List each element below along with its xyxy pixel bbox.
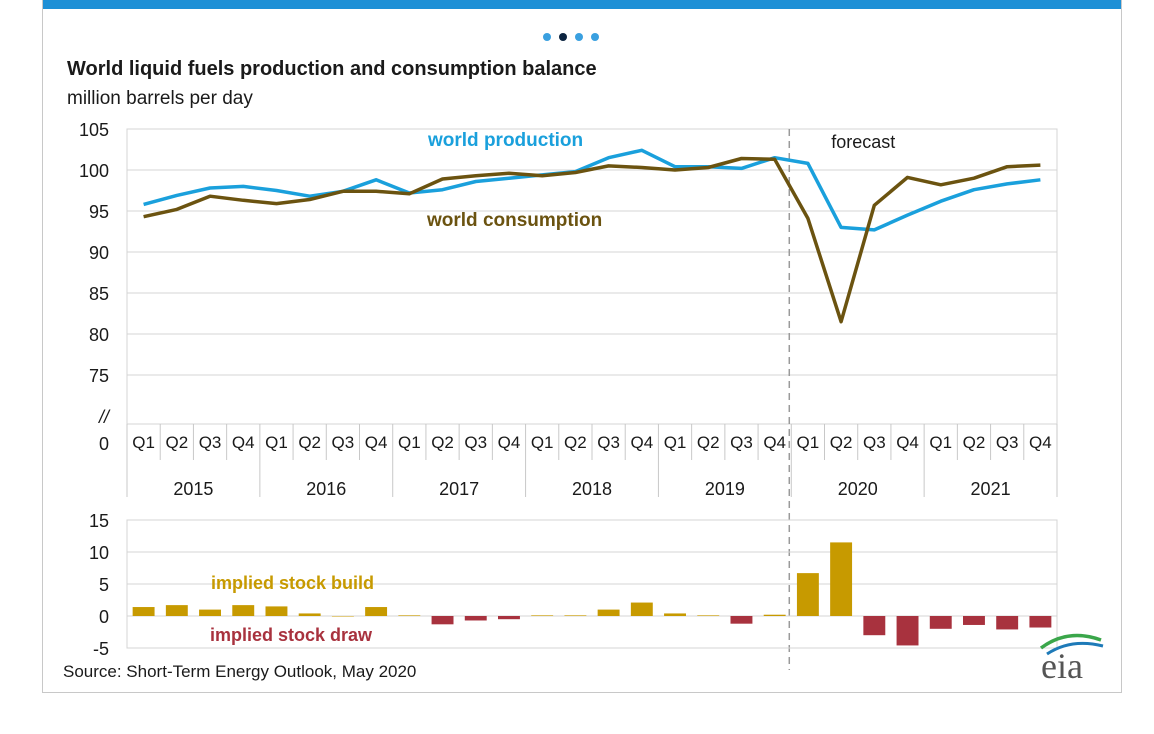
stock-draw-bar bbox=[464, 616, 487, 621]
stock-build-bar bbox=[365, 607, 388, 616]
stock-build-bar bbox=[265, 606, 288, 616]
bar-y-tick-label: 0 bbox=[99, 607, 109, 627]
forecast-label: forecast bbox=[831, 132, 895, 152]
year-label: 2015 bbox=[173, 479, 213, 499]
stock-build-bar bbox=[199, 609, 221, 616]
carousel-dot[interactable] bbox=[591, 33, 599, 41]
year-label: 2018 bbox=[572, 479, 612, 499]
quarter-label: Q4 bbox=[498, 433, 521, 452]
quarter-label: Q3 bbox=[863, 433, 886, 452]
chart-title: World liquid fuels production and consum… bbox=[67, 58, 597, 80]
quarter-label: Q4 bbox=[763, 433, 786, 452]
logo-text: eia bbox=[1041, 646, 1083, 682]
quarter-label: Q4 bbox=[365, 433, 388, 452]
stock-draw-bar bbox=[498, 616, 520, 620]
quarter-label: Q1 bbox=[398, 433, 421, 452]
y-tick-label: // bbox=[97, 407, 111, 427]
stock-build-bar bbox=[165, 605, 188, 616]
quarter-label: Q3 bbox=[332, 433, 355, 452]
quarter-label: Q2 bbox=[564, 433, 587, 452]
stock-build-bar bbox=[697, 615, 720, 616]
stock-build-bar bbox=[564, 615, 587, 616]
y-tick-label: 80 bbox=[89, 325, 109, 345]
y-tick-label: 100 bbox=[79, 161, 109, 181]
consumption-label: world consumption bbox=[426, 210, 602, 231]
carousel-dot[interactable] bbox=[543, 33, 551, 41]
year-label: 2021 bbox=[971, 479, 1011, 499]
stock-draw-bar bbox=[431, 616, 454, 625]
plot-frame bbox=[126, 128, 1058, 425]
quarter-label: Q1 bbox=[531, 433, 554, 452]
stock-build-bar bbox=[298, 613, 321, 616]
accent-bar bbox=[43, 0, 1121, 9]
carousel-dot[interactable] bbox=[559, 33, 567, 41]
stock-build-bar bbox=[331, 616, 354, 617]
year-label: 2020 bbox=[838, 479, 878, 499]
quarter-label: Q1 bbox=[797, 433, 820, 452]
stock-build-bar bbox=[664, 613, 686, 616]
year-label: 2016 bbox=[306, 479, 346, 499]
quarter-label: Q2 bbox=[298, 433, 321, 452]
carousel-dot[interactable] bbox=[575, 33, 583, 41]
consumption-line bbox=[143, 156, 1041, 324]
stock-build-bar bbox=[132, 607, 155, 616]
stock-build-bar bbox=[796, 573, 819, 616]
stock-build-bar bbox=[531, 615, 554, 616]
quarter-label: Q3 bbox=[199, 433, 222, 452]
production-label: world production bbox=[427, 130, 583, 151]
eia-logo: eia bbox=[1039, 633, 1104, 682]
quarter-label: Q3 bbox=[730, 433, 753, 452]
quarter-label: Q4 bbox=[630, 433, 653, 452]
stock-build-bar bbox=[398, 615, 421, 616]
quarter-label: Q4 bbox=[232, 433, 255, 452]
quarter-label: Q1 bbox=[929, 433, 952, 452]
stock-draw-bar bbox=[996, 616, 1019, 630]
stock-draw-bar bbox=[963, 616, 985, 625]
y-tick-label: 90 bbox=[89, 243, 109, 263]
quarter-label: Q4 bbox=[1029, 433, 1052, 452]
stock-draw-bar bbox=[863, 616, 886, 636]
source-note: Source: Short-Term Energy Outlook, May 2… bbox=[63, 662, 417, 681]
stock-draw-label: implied stock draw bbox=[210, 625, 373, 645]
quarter-label: Q2 bbox=[697, 433, 720, 452]
y-tick-label: 85 bbox=[89, 284, 109, 304]
quarter-label: Q4 bbox=[896, 433, 919, 452]
stock-draw-bar bbox=[1029, 616, 1052, 628]
bar-y-tick-label: 15 bbox=[89, 511, 109, 531]
quarter-label: Q3 bbox=[464, 433, 487, 452]
bar-y-tick-label: 10 bbox=[89, 543, 109, 563]
quarter-label: Q1 bbox=[132, 433, 155, 452]
quarter-label: Q2 bbox=[963, 433, 986, 452]
year-label: 2019 bbox=[705, 479, 745, 499]
carousel-dots bbox=[543, 28, 607, 46]
stock-build-bar bbox=[232, 605, 255, 616]
y-tick-label: 0 bbox=[99, 434, 109, 454]
stock-draw-bar bbox=[929, 616, 952, 629]
y-tick-label: 105 bbox=[79, 120, 109, 140]
stock-draw-bar bbox=[730, 616, 753, 624]
chart-subtitle: million barrels per day bbox=[67, 88, 253, 109]
bar-y-tick-label: -5 bbox=[93, 639, 109, 659]
stock-build-bar bbox=[763, 614, 786, 616]
quarter-label: Q2 bbox=[830, 433, 853, 452]
quarter-label: Q1 bbox=[664, 433, 687, 452]
year-label: 2017 bbox=[439, 479, 479, 499]
quarter-label: Q2 bbox=[165, 433, 188, 452]
stock-build-bar bbox=[597, 609, 620, 616]
stock-draw-bar bbox=[896, 616, 919, 646]
quarter-label: Q3 bbox=[597, 433, 620, 452]
quarter-label: Q3 bbox=[996, 433, 1019, 452]
stock-build-bar bbox=[830, 542, 853, 616]
stock-build-bar bbox=[630, 602, 653, 616]
chart-card: World liquid fuels production and consum… bbox=[42, 0, 1122, 693]
quarter-label: Q1 bbox=[265, 433, 288, 452]
y-tick-label: 95 bbox=[89, 202, 109, 222]
bar-y-tick-label: 5 bbox=[99, 575, 109, 595]
quarter-label: Q2 bbox=[431, 433, 454, 452]
stock-build-label: implied stock build bbox=[211, 573, 374, 593]
production-line bbox=[143, 148, 1041, 232]
y-tick-label: 75 bbox=[89, 366, 109, 386]
